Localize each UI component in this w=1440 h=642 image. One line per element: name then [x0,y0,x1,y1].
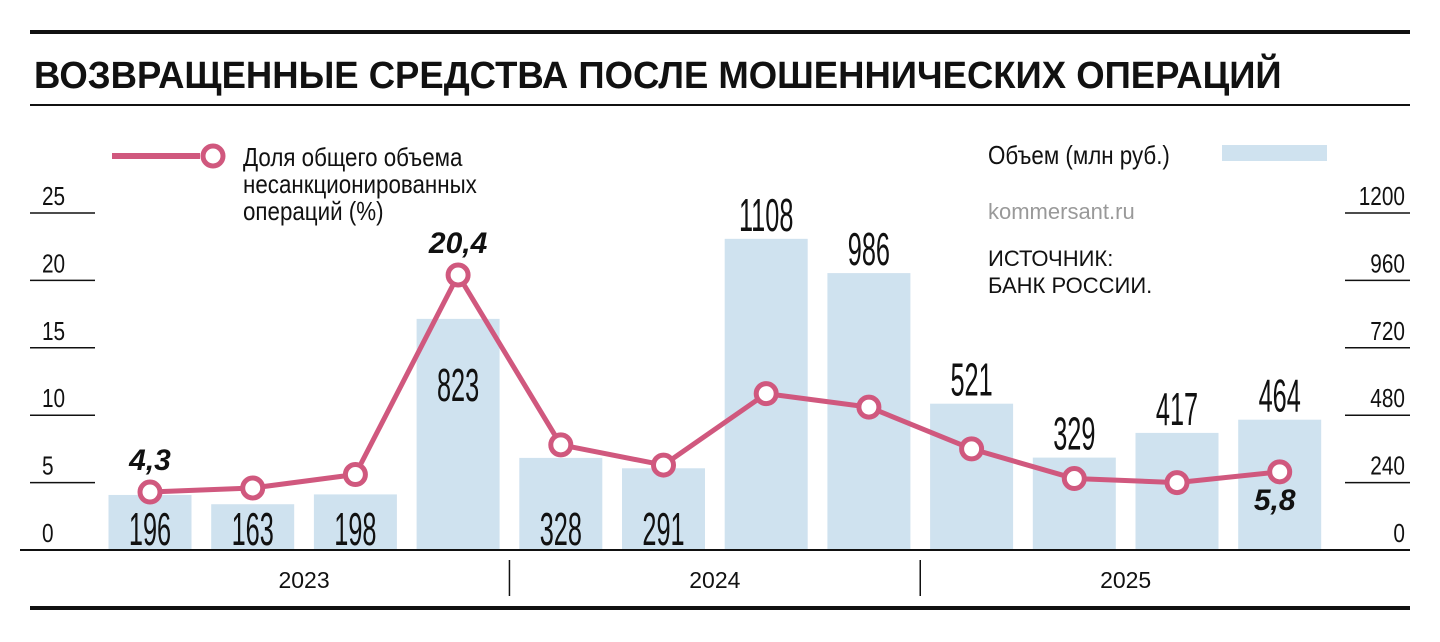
legend-bar-swatch [1222,145,1327,161]
source-site: kommersant.ru [988,199,1135,224]
bar [519,457,603,550]
chart-title: ВОЗВРАЩЕННЫЕ СРЕДСТВА ПОСЛЕ МОШЕННИЧЕСКИ… [34,53,1282,96]
share-point [240,475,266,501]
bottom-rule [30,606,1410,610]
bar [211,504,295,550]
bar [416,318,500,550]
source-line-1: ИСТОЧНИК: [988,246,1113,271]
right-tick-label: 1200 [1359,182,1405,211]
bar-value-label: 1108 [739,189,793,241]
bar [930,403,1014,550]
bar-value-label: 464 [1259,370,1301,422]
share-point [342,462,368,488]
right-tick-label: 240 [1370,451,1405,480]
bar-value-label: 291 [642,503,684,555]
bar-value-label: 417 [1156,383,1198,435]
left-tick-label: 5 [42,451,54,480]
left-tick-label: 10 [42,384,65,413]
year-label: 2023 [278,567,329,593]
year-label: 2024 [689,567,740,593]
bar [313,494,397,550]
bar-value-label: 329 [1053,407,1095,459]
right-tick-label: 960 [1370,249,1405,278]
bar [1238,419,1322,550]
year-label: 2025 [1100,567,1151,593]
share-point [1061,466,1087,492]
source-line-2: БАНК РОССИИ. [988,273,1152,298]
share-point [1267,459,1293,485]
left-tick-label: 15 [42,317,65,346]
share-point [1164,470,1190,496]
right-tick-label: 720 [1370,317,1405,346]
legend-line-label: операций (%) [243,197,384,226]
left-tick-label: 20 [42,249,65,278]
share-data-label: 4,3 [128,444,171,477]
share-line [149,272,1280,495]
left-tick-label: 0 [42,519,54,548]
legend-line-label: несанкционированных [243,170,477,199]
legend-bar-label: Объем (млн руб.) [988,141,1170,170]
bar-value-label: 823 [437,359,479,411]
share-point [445,262,471,288]
bar-value-label: 521 [950,354,992,406]
share-point [856,394,882,420]
legend-line-label: Доля общего объема [243,143,463,172]
right-tick-label: 480 [1370,384,1405,413]
bar-value-label: 986 [848,223,890,275]
share-point [137,479,163,505]
bar-value-label: 163 [232,503,274,555]
title-rule [30,104,1410,106]
share-point [753,381,779,407]
bar-value-label: 196 [129,503,171,555]
share-data-label: 5,8 [1254,484,1296,517]
top-rule [30,30,1410,34]
right-tick-label: 0 [1393,519,1405,548]
share-point [651,452,676,478]
share-point [548,432,574,458]
left-tick-label: 25 [42,182,65,211]
bar-value-label: 198 [334,503,376,555]
share-data-label: 20,4 [428,227,488,260]
legend-line-marker [200,143,226,169]
bar-value-label: 328 [540,503,582,555]
share-point [959,436,985,462]
bar [622,468,705,550]
